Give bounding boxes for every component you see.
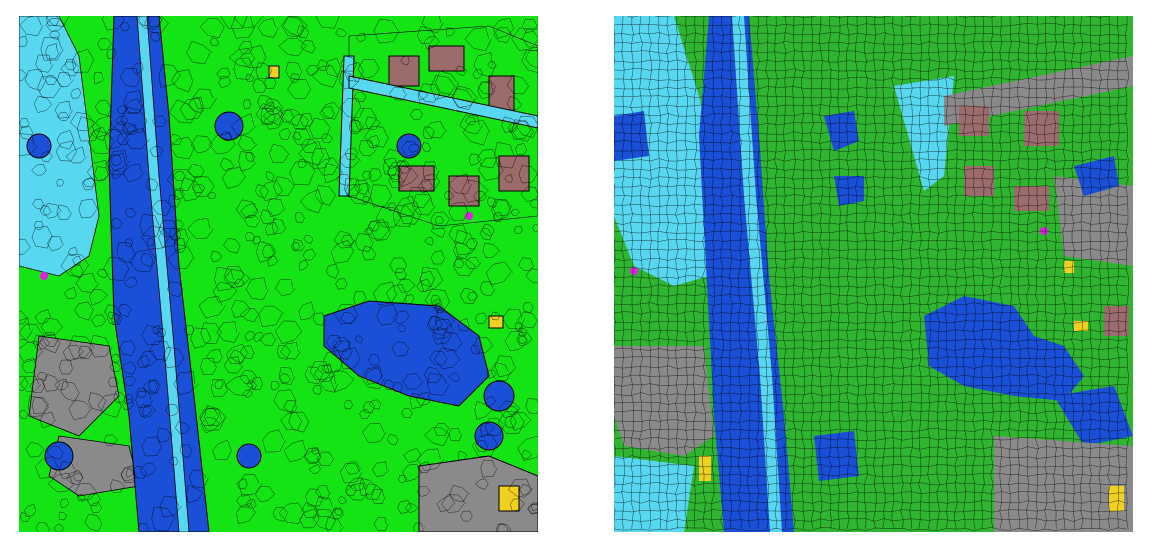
- superpixel-grid: [614, 16, 1129, 531]
- superpixel-classification-map-right: [614, 16, 1133, 532]
- superpixel-canvas-right: [614, 16, 1133, 532]
- segment-contours: [19, 16, 538, 532]
- segmentation-canvas-left: [19, 16, 538, 532]
- segmentation-map-left: [19, 16, 538, 532]
